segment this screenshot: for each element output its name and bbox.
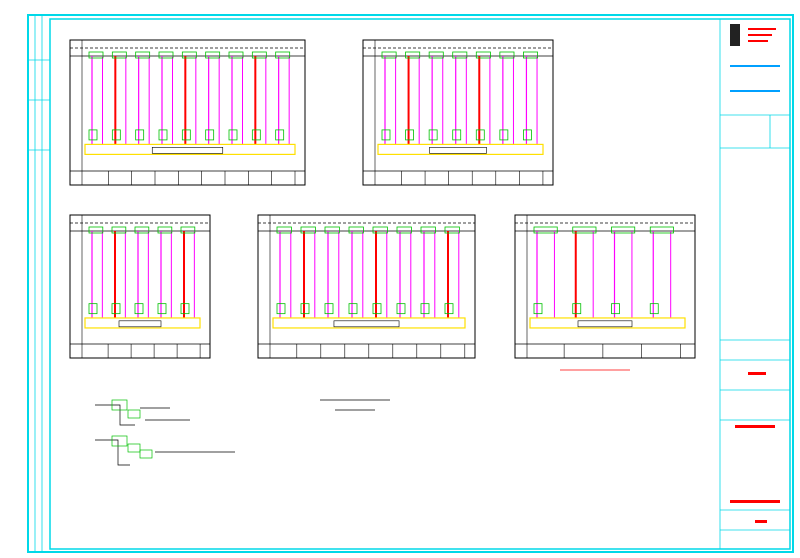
breaker — [228, 51, 244, 59]
device — [428, 129, 438, 141]
busbar-label — [118, 320, 162, 328]
breaker — [251, 51, 267, 59]
breaker — [276, 226, 292, 234]
breaker — [499, 51, 515, 59]
breaker — [111, 51, 127, 59]
device — [475, 129, 485, 141]
panel-box — [362, 39, 554, 186]
device — [499, 129, 509, 141]
device — [181, 129, 191, 141]
device — [533, 303, 543, 315]
busbar-label — [333, 320, 400, 328]
breaker — [348, 226, 364, 234]
breaker — [134, 226, 150, 234]
device — [180, 303, 190, 315]
device — [523, 129, 532, 141]
left-strip — [28, 15, 50, 552]
device — [381, 129, 391, 141]
breaker — [205, 51, 221, 59]
device — [372, 303, 382, 315]
device — [276, 303, 286, 315]
device — [300, 303, 310, 315]
device — [275, 129, 285, 141]
breaker — [396, 226, 412, 234]
device — [135, 129, 145, 141]
breaker — [523, 51, 538, 59]
busbar — [84, 317, 201, 329]
breaker — [158, 51, 174, 59]
device — [444, 303, 454, 315]
panel-box — [514, 214, 696, 359]
breaker — [372, 226, 388, 234]
device — [157, 303, 167, 315]
busbar-label — [151, 147, 224, 154]
title-block — [719, 19, 790, 549]
breaker — [444, 226, 460, 234]
panel-box — [69, 39, 306, 186]
device — [405, 129, 414, 141]
breaker — [381, 51, 397, 59]
breaker — [324, 226, 340, 234]
busbar — [529, 317, 686, 329]
device — [572, 303, 582, 315]
panel-box — [257, 214, 476, 359]
device — [396, 303, 406, 315]
device — [158, 129, 168, 141]
breaker — [452, 51, 468, 59]
device — [134, 303, 144, 315]
outer-frame — [27, 14, 794, 553]
center-note — [320, 369, 630, 411]
device — [88, 303, 98, 315]
breaker — [181, 51, 197, 59]
breaker — [111, 226, 127, 234]
breaker — [300, 226, 316, 234]
device — [420, 303, 430, 315]
busbar — [272, 317, 466, 329]
device — [111, 303, 121, 315]
device — [88, 129, 98, 141]
device — [611, 303, 620, 315]
breaker — [405, 51, 421, 59]
device — [111, 129, 121, 141]
breaker — [275, 51, 291, 59]
device — [205, 129, 215, 141]
device — [251, 129, 261, 141]
breaker — [428, 51, 444, 59]
busbar — [84, 143, 296, 155]
breaker — [475, 51, 491, 59]
device — [324, 303, 334, 315]
legend-sketch — [95, 399, 235, 466]
breaker — [180, 226, 196, 234]
breaker — [135, 51, 151, 59]
busbar — [377, 143, 544, 155]
device — [452, 129, 462, 141]
breaker — [420, 226, 436, 234]
breaker — [157, 226, 173, 234]
inner-frame — [49, 18, 791, 550]
breaker — [611, 226, 636, 234]
breaker — [572, 226, 597, 234]
breaker — [88, 226, 104, 234]
busbar-label — [577, 320, 633, 328]
device — [348, 303, 358, 315]
title-marks — [730, 28, 780, 523]
panel-box — [69, 214, 211, 359]
breaker — [649, 226, 674, 234]
busbar-label — [429, 147, 487, 154]
device — [228, 129, 238, 141]
device — [649, 303, 659, 315]
breaker — [533, 226, 558, 234]
logo — [730, 24, 740, 46]
breaker — [88, 51, 104, 59]
